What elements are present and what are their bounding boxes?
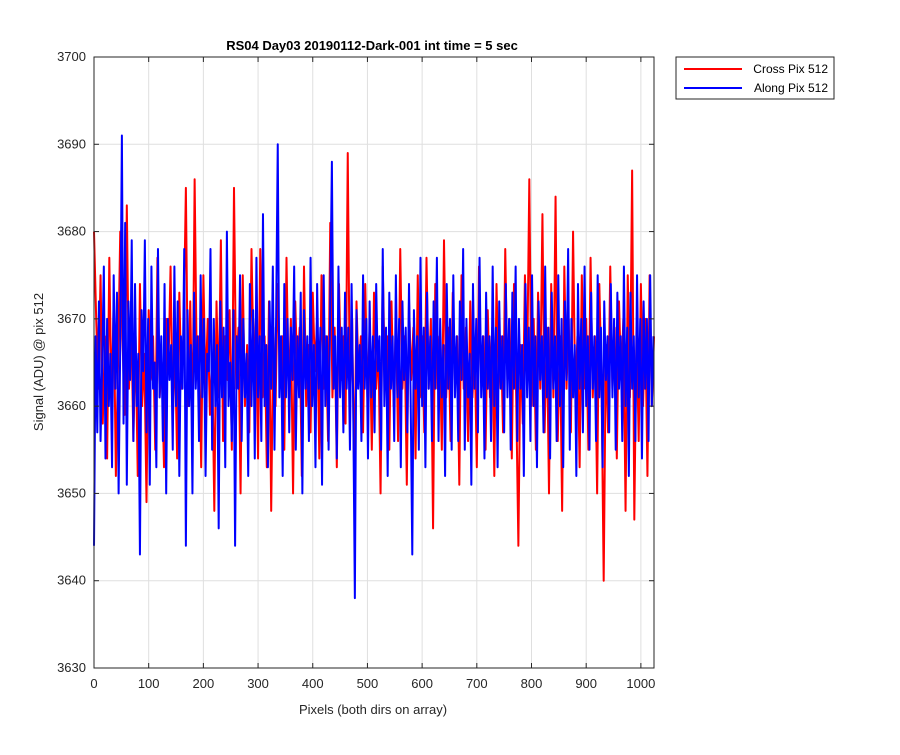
y-tick-label: 3690 <box>57 136 86 151</box>
y-axis-label: Signal (ADU) @ pix 512 <box>31 293 46 431</box>
legend: Cross Pix 512 Along Pix 512 <box>675 56 835 100</box>
x-tick-label: 100 <box>138 676 160 691</box>
series-layer <box>93 134 655 600</box>
y-tick-label: 3660 <box>57 398 86 413</box>
x-axis-label: Pixels (both dirs on array) <box>299 702 447 717</box>
x-tick-label: 700 <box>466 676 488 691</box>
y-tick-label: 3630 <box>57 660 86 675</box>
x-tick-label: 200 <box>193 676 215 691</box>
x-ticks: 0 100 200 300 400 500 600 700 800 900 1000 <box>90 57 655 691</box>
chart-title: RS04 Day03 20190112-Dark-001 int time = … <box>226 38 518 53</box>
axes-box <box>93 56 655 669</box>
x-tick-label: 1000 <box>626 676 655 691</box>
x-tick-label: 600 <box>411 676 433 691</box>
x-tick-label: 400 <box>302 676 324 691</box>
series-line-along-pix-512 <box>93 134 655 600</box>
y-tick-label: 3640 <box>57 573 86 588</box>
y-ticks: 3630 3640 3650 3660 3670 3680 3690 3700 <box>57 49 654 675</box>
x-tick-label: 0 <box>90 676 97 691</box>
x-tick-label: 900 <box>575 676 597 691</box>
plot-area: 0 100 200 300 400 500 600 700 800 900 1000 3630 364… <box>57 49 655 691</box>
x-tick-label: 300 <box>247 676 269 691</box>
legend-box <box>675 56 835 100</box>
legend-label-cross: Cross Pix 512 <box>753 62 828 76</box>
y-tick-label: 3670 <box>57 311 86 326</box>
y-tick-label: 3700 <box>57 49 86 64</box>
y-tick-label: 3650 <box>57 485 86 500</box>
legend-label-along: Along Pix 512 <box>754 81 828 95</box>
x-tick-label: 800 <box>521 676 543 691</box>
y-tick-label: 3680 <box>57 224 86 239</box>
x-tick-label: 500 <box>357 676 379 691</box>
